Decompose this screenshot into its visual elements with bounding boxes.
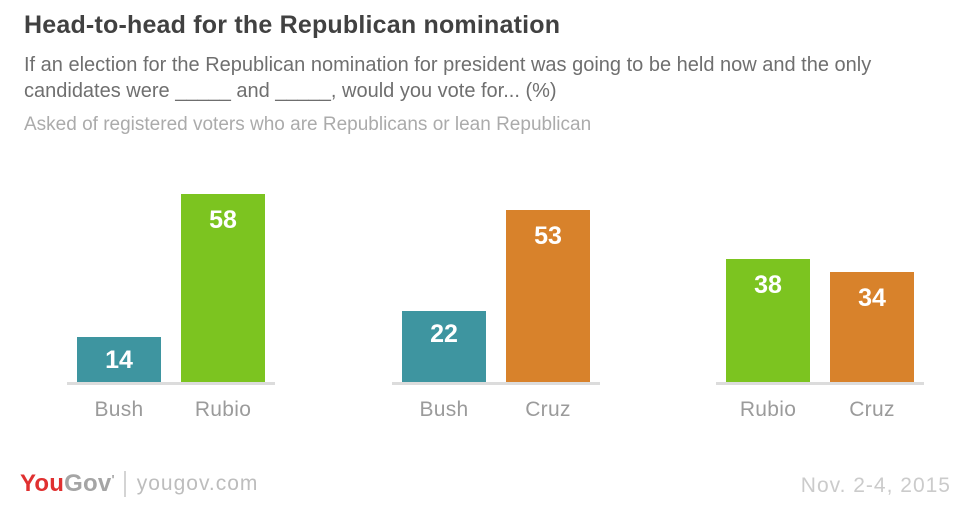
footer: YouGov' yougov.com Nov. 2-4, 2015 bbox=[20, 470, 951, 498]
bar-group-plot-area: 22 53 bbox=[392, 197, 600, 385]
logo-gov: Gov bbox=[64, 470, 112, 497]
category-label-cruz: Cruz bbox=[525, 398, 571, 421]
logo-you: You bbox=[20, 470, 65, 497]
category-label-rubio: Rubio bbox=[194, 398, 252, 421]
category-label-bush: Bush bbox=[419, 398, 469, 421]
yougov-logo: YouGov' bbox=[20, 470, 115, 498]
bar-value-label: 38 bbox=[754, 271, 782, 299]
category-label-rubio: Rubio bbox=[739, 398, 797, 421]
bar-value-label: 34 bbox=[858, 284, 886, 312]
category-labels: Bush Cruz bbox=[392, 398, 600, 422]
category-label-bush: Bush bbox=[94, 398, 144, 421]
category-labels: Rubio Cruz bbox=[716, 398, 924, 422]
bar-group-bush-rubio: 14 58 Bush Rubio bbox=[67, 194, 275, 422]
bar-rubio: 58 bbox=[181, 194, 265, 382]
bar-rubio: 38 bbox=[726, 259, 810, 382]
chart-subtitle: If an election for the Republican nomina… bbox=[24, 54, 872, 102]
brand-area: YouGov' yougov.com bbox=[20, 470, 258, 498]
bar-bush: 22 bbox=[402, 311, 486, 382]
date-range: Nov. 2-4, 2015 bbox=[800, 474, 951, 497]
bar-cruz: 53 bbox=[506, 210, 590, 382]
bar-value-label: 14 bbox=[105, 346, 133, 374]
bar-cruz: 34 bbox=[830, 272, 914, 382]
site-url: yougov.com bbox=[136, 472, 259, 495]
chart-note: Asked of registered voters who are Repub… bbox=[24, 114, 592, 135]
bar-value-label: 22 bbox=[430, 320, 458, 348]
bar-bush: 14 bbox=[77, 337, 161, 382]
bar-value-label: 53 bbox=[534, 222, 562, 250]
category-labels: Bush Rubio bbox=[67, 398, 275, 422]
divider bbox=[123, 471, 126, 497]
bar-group-plot-area: 38 34 bbox=[716, 197, 924, 385]
chart-title: Head-to-head for the Republican nominati… bbox=[24, 11, 561, 39]
chart-header: Head-to-head for the Republican nominati… bbox=[0, 0, 973, 136]
category-label-cruz: Cruz bbox=[849, 398, 895, 421]
bar-group-plot-area: 14 58 bbox=[67, 194, 275, 385]
bar-value-label: 58 bbox=[209, 206, 237, 234]
logo-mark: ' bbox=[111, 472, 115, 487]
bar-group-bush-cruz: 22 53 Bush Cruz bbox=[392, 197, 600, 422]
bar-group-rubio-cruz: 38 34 Rubio Cruz bbox=[716, 197, 924, 422]
